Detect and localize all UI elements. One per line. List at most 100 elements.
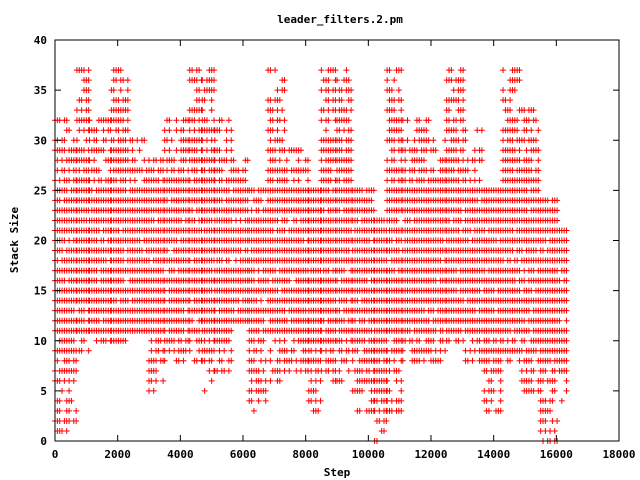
- data-point: [86, 117, 93, 124]
- data-point: [110, 87, 117, 94]
- data-point: [73, 407, 80, 414]
- data-point: [295, 177, 302, 184]
- data-point: [255, 397, 262, 404]
- data-point: [563, 317, 570, 324]
- x-axis-label: Step: [324, 466, 351, 479]
- data-point: [488, 397, 495, 404]
- data-point: [63, 117, 70, 124]
- data-point: [218, 117, 225, 124]
- data-point: [85, 107, 92, 114]
- x-tick-label: 10000: [352, 448, 385, 461]
- data-point: [420, 357, 427, 364]
- data-point: [85, 77, 92, 84]
- x-tick-label: 0: [52, 448, 59, 461]
- data-point: [384, 377, 391, 384]
- data-point: [295, 157, 302, 164]
- data-point: [225, 117, 232, 124]
- data-point: [211, 77, 218, 84]
- data-point: [228, 137, 235, 144]
- data-point: [228, 147, 235, 154]
- x-tick-label: 8000: [292, 448, 319, 461]
- data-point: [258, 297, 265, 304]
- data-point: [323, 127, 330, 134]
- data-point: [404, 117, 411, 124]
- data-point: [201, 97, 208, 104]
- data-point: [528, 127, 535, 134]
- data-point: [281, 117, 288, 124]
- data-point: [228, 347, 235, 354]
- data-point: [228, 127, 235, 134]
- y-tick-label: 0: [40, 435, 47, 448]
- data-point: [497, 377, 504, 384]
- data-point: [442, 137, 449, 144]
- data-point: [442, 347, 449, 354]
- data-point: [399, 347, 406, 354]
- data-point: [166, 147, 173, 154]
- data-point: [318, 67, 325, 74]
- data-point: [399, 357, 406, 364]
- data-point: [78, 347, 85, 354]
- data-point: [117, 67, 124, 74]
- data-point: [272, 67, 279, 74]
- data-point: [173, 117, 180, 124]
- data-point: [497, 397, 504, 404]
- data-point: [395, 87, 402, 94]
- data-point: [469, 357, 476, 364]
- x-tick-label: 2000: [104, 448, 131, 461]
- x-tick-label: 16000: [540, 448, 573, 461]
- data-point: [305, 177, 312, 184]
- data-point: [73, 137, 80, 144]
- data-point: [500, 67, 507, 74]
- chart-title: leader_filters.2.pm: [277, 13, 403, 26]
- data-point: [153, 367, 160, 374]
- y-tick-label: 25: [34, 184, 47, 197]
- data-point: [211, 87, 218, 94]
- data-point: [66, 127, 73, 134]
- data-point: [211, 67, 218, 74]
- data-point: [258, 347, 265, 354]
- data-point: [500, 87, 507, 94]
- data-point: [122, 337, 129, 344]
- data-point: [398, 387, 405, 394]
- data-point: [349, 357, 356, 364]
- data-point: [334, 77, 340, 84]
- data-point: [554, 417, 561, 424]
- data-point: [73, 367, 80, 374]
- data-point: [535, 157, 542, 164]
- data-point: [136, 147, 143, 154]
- data-point: [199, 107, 206, 114]
- data-point: [216, 147, 223, 154]
- data-point: [180, 357, 187, 364]
- data-point: [180, 127, 187, 134]
- data-point: [124, 97, 131, 104]
- data-point: [262, 397, 269, 404]
- data-point: [166, 117, 173, 124]
- data-point: [85, 67, 92, 74]
- x-tick-label: 4000: [167, 448, 194, 461]
- data-point: [430, 137, 437, 144]
- data-point: [398, 107, 405, 114]
- data-point: [535, 127, 542, 134]
- data-point: [345, 367, 352, 374]
- y-tick-label: 5: [40, 385, 47, 398]
- y-axis-label: Stack Size: [8, 207, 21, 274]
- data-point: [218, 357, 225, 364]
- data-point: [211, 117, 218, 124]
- data-point: [80, 337, 87, 344]
- data-point: [203, 117, 210, 124]
- data-point: [398, 377, 405, 384]
- data-point: [211, 347, 218, 354]
- data-point: [281, 337, 288, 344]
- data-point: [267, 347, 274, 354]
- data-point: [216, 127, 223, 134]
- data-point: [141, 137, 148, 144]
- data-point: [516, 147, 523, 154]
- data-points: [52, 67, 570, 444]
- data-point: [551, 427, 558, 434]
- data-point: [563, 387, 570, 394]
- data-point: [120, 277, 127, 284]
- data-point: [85, 87, 92, 94]
- data-point: [460, 337, 467, 344]
- data-point: [124, 77, 131, 84]
